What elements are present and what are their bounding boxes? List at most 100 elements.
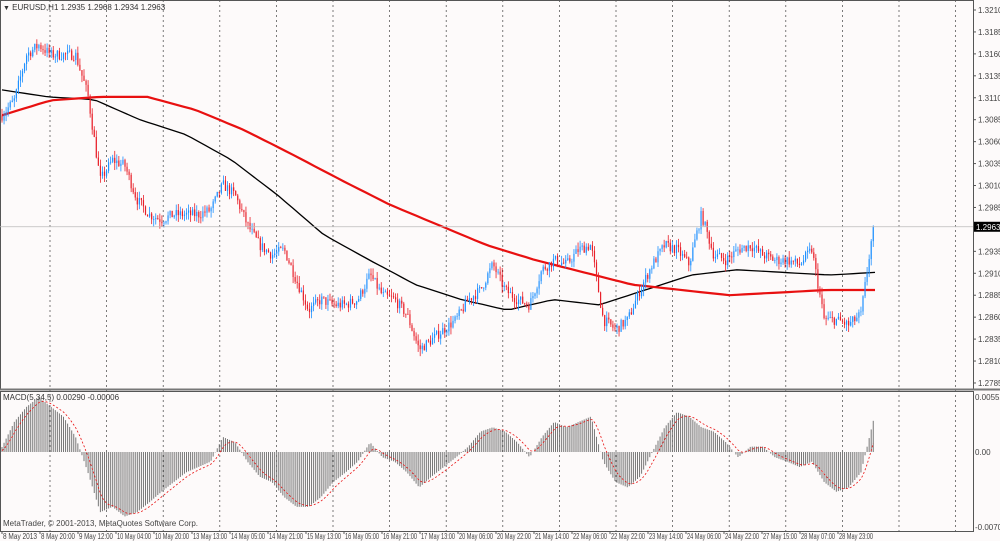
candle-body (800, 263, 803, 266)
candle-body (483, 287, 485, 289)
candle-body (792, 260, 794, 262)
candle-body (50, 50, 52, 54)
candle-body (569, 258, 571, 262)
candle-body (101, 171, 104, 176)
candle-body (79, 64, 81, 71)
candle-body (38, 45, 40, 49)
candle-body (817, 269, 819, 289)
candle-body (831, 317, 833, 318)
candle-body (155, 218, 157, 220)
candle-body (130, 174, 132, 189)
candle-body (764, 255, 766, 259)
macd-panel (1, 397, 874, 517)
candle-body (581, 245, 583, 247)
candle-body (54, 56, 56, 58)
candle-body (452, 320, 454, 328)
candle-body (185, 212, 188, 215)
candle-body (124, 159, 126, 167)
price-tick-label: 1.2985 (978, 203, 1000, 212)
candle-body (198, 211, 200, 218)
candle-body (313, 302, 315, 306)
candle-body (282, 247, 284, 249)
candle-body (749, 245, 751, 249)
candle-body (354, 303, 356, 305)
candle-body (247, 222, 249, 224)
candle-body (214, 196, 216, 202)
candle-body (253, 228, 255, 232)
time-tick-label: 21 May 14:00 (535, 532, 569, 541)
candle-body (423, 345, 425, 351)
candle-body (575, 249, 577, 254)
candle-body (319, 300, 321, 305)
candle-body (187, 210, 190, 213)
candle-body (858, 312, 860, 318)
candle-body (720, 253, 723, 258)
candle-body (17, 80, 19, 90)
candle-body (60, 59, 63, 61)
candle-body (708, 231, 710, 244)
candle-body (809, 248, 811, 251)
candle-body (286, 250, 288, 261)
candle-body (649, 269, 651, 279)
candle-body (641, 289, 643, 297)
triangle-down-icon[interactable]: ▼ (3, 5, 10, 12)
candle-body (731, 256, 733, 258)
main-panel-frame (0, 0, 974, 390)
candle-body (579, 246, 581, 253)
candle-body (485, 283, 487, 288)
price-tick-label: 1.2910 (978, 269, 1000, 278)
candle-body (3, 115, 5, 121)
candle-body (702, 211, 704, 225)
candle-body (228, 185, 231, 195)
candle-body (249, 222, 251, 230)
candle-body (647, 274, 649, 279)
candle-body (327, 299, 329, 305)
candle-body (770, 254, 772, 257)
price-tick-label: 1.2885 (978, 291, 1000, 300)
candle-body (395, 297, 397, 300)
candle-body (790, 260, 792, 265)
candle-body (833, 317, 835, 325)
candle-body (46, 47, 48, 53)
candle-body (333, 303, 335, 305)
candle-body (32, 49, 34, 57)
candle-body (13, 98, 15, 101)
candle-body (200, 217, 202, 219)
candle-body (595, 262, 598, 276)
candle-body (222, 180, 224, 184)
candle-body (712, 247, 714, 259)
time-tick-label: 24 May 06:00 (687, 532, 721, 541)
candle-body (380, 287, 382, 293)
time-tick-label: 28 May 07:00 (801, 532, 835, 541)
candle-body (567, 258, 569, 260)
candle-body (741, 247, 743, 253)
candle-body (819, 288, 821, 295)
candle-body (544, 266, 546, 270)
price-tick-label: 1.2810 (978, 357, 1000, 366)
price-tick-label: 1.3185 (978, 28, 1000, 37)
candle-body (515, 302, 518, 305)
candle-body (866, 272, 868, 282)
candle-body (870, 241, 872, 260)
candle-body (233, 187, 235, 191)
candle-body (433, 333, 436, 338)
candle-body (698, 229, 700, 231)
candle-body (77, 52, 79, 65)
candle-body (718, 253, 721, 255)
candle-body (821, 294, 823, 305)
candle-body (444, 328, 446, 333)
candle-body (526, 303, 528, 306)
candle-body (827, 317, 829, 319)
candle-body (296, 281, 298, 284)
candle-body (210, 208, 212, 212)
candle-body (157, 218, 159, 220)
candle-body (716, 254, 719, 257)
vertical-grid (49, 0, 956, 531)
candle-body (364, 288, 366, 294)
candle-body (448, 322, 450, 332)
candle-body (600, 292, 602, 308)
candle-body (714, 256, 716, 259)
candle-body (290, 263, 292, 266)
candle-body (366, 278, 368, 289)
